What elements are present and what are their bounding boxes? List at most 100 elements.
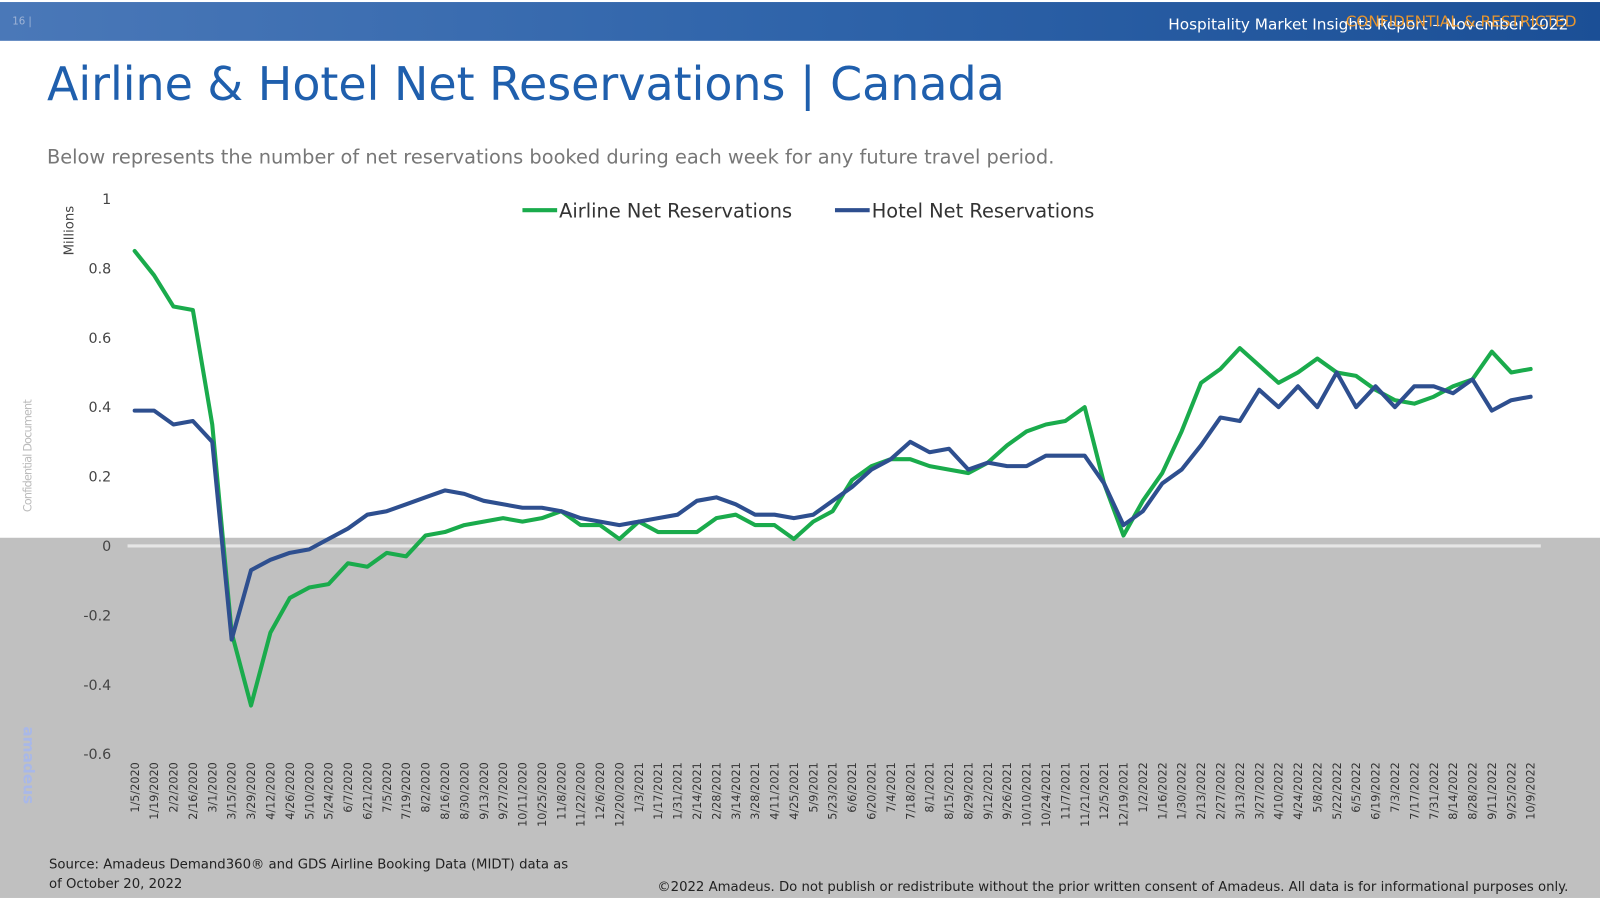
x-tick-label: 8/1/2021 <box>924 762 937 812</box>
x-tick-label: 3/14/2021 <box>730 762 743 820</box>
x-tick-label: 2/16/2020 <box>187 762 200 820</box>
x-tick-label: 4/10/2022 <box>1273 762 1286 820</box>
y-axis-label: Millions <box>62 206 77 256</box>
legend-label: Airline Net Reservations <box>559 199 792 222</box>
x-tick-label: 3/29/2020 <box>245 762 258 820</box>
x-tick-label: 1/19/2020 <box>148 762 161 820</box>
header-bar <box>0 2 1600 41</box>
x-tick-label: 4/12/2020 <box>264 762 277 820</box>
x-tick-label: 12/19/2021 <box>1118 762 1131 827</box>
x-tick-label: 7/3/2022 <box>1389 762 1402 812</box>
page-number: 16 | <box>12 16 32 27</box>
x-tick-label: 3/13/2022 <box>1234 762 1247 820</box>
x-tick-label: 5/22/2022 <box>1331 762 1344 820</box>
x-tick-label: 1/5/2020 <box>129 762 142 812</box>
y-tick-label: -0.2 <box>83 608 111 624</box>
x-tick-label: 10/24/2021 <box>1040 762 1053 827</box>
x-tick-label: 10/9/2022 <box>1525 762 1538 820</box>
x-tick-label: 11/8/2020 <box>555 762 568 820</box>
x-tick-label: 5/8/2022 <box>1311 762 1324 812</box>
x-tick-label: 9/11/2022 <box>1486 762 1499 820</box>
source-box: Source: Amadeus Demand360® and GDS Airli… <box>48 857 569 892</box>
x-tick-label: 1/30/2022 <box>1176 762 1189 820</box>
source-note: Source: Amadeus Demand360® and GDS Airli… <box>48 857 569 892</box>
y-tick-label: 0.4 <box>89 400 112 416</box>
x-tick-label: 5/10/2020 <box>303 762 316 820</box>
x-tick-label: 2/2/2020 <box>168 762 181 812</box>
x-tick-label: 1/31/2021 <box>672 762 685 820</box>
x-tick-label: 3/1/2020 <box>206 762 219 812</box>
x-tick-label: 8/29/2021 <box>962 762 975 820</box>
x-tick-label: 8/30/2020 <box>458 762 471 820</box>
chart-subtitle: Below represents the number of net reser… <box>47 145 1054 168</box>
x-tick-label: 9/12/2021 <box>982 762 995 820</box>
x-tick-label: 7/19/2020 <box>400 762 413 820</box>
x-tick-label: 5/24/2020 <box>323 762 336 820</box>
x-tick-label: 6/6/2021 <box>846 762 859 812</box>
x-tick-label: 3/28/2021 <box>749 762 762 820</box>
x-tick-label: 8/16/2020 <box>439 762 452 820</box>
x-tick-label: 7/31/2022 <box>1428 762 1441 820</box>
x-tick-label: 2/27/2022 <box>1214 762 1227 820</box>
x-tick-label: 1/16/2022 <box>1156 762 1169 820</box>
x-tick-label: 4/11/2021 <box>769 762 782 820</box>
copyright: ©2022 Amadeus. Do not publish or redistr… <box>657 880 1568 895</box>
x-tick-label: 12/5/2021 <box>1098 762 1111 820</box>
x-tick-label: 3/27/2022 <box>1253 762 1266 820</box>
x-tick-label: 12/6/2020 <box>594 762 607 820</box>
x-tick-label: 9/13/2020 <box>478 762 491 820</box>
y-tick-label: 0.2 <box>89 470 112 486</box>
x-tick-label: 1/2/2022 <box>1137 762 1150 812</box>
x-tick-label: 1/17/2021 <box>652 762 665 820</box>
x-tick-label: 11/7/2021 <box>1059 762 1072 820</box>
x-tick-label: 3/15/2020 <box>226 762 239 820</box>
y-tick-label: 0 <box>102 539 111 555</box>
x-tick-label: 8/28/2022 <box>1467 762 1480 820</box>
report-title: Hospitality Market Insights Report – Nov… <box>1168 16 1568 34</box>
x-tick-label: 11/21/2021 <box>1079 762 1092 827</box>
x-tick-label: 2/13/2022 <box>1195 762 1208 820</box>
y-tick-label: 0.6 <box>89 331 112 347</box>
x-tick-label: 7/5/2020 <box>381 762 394 812</box>
series-line <box>132 370 1533 642</box>
x-tick-label: 8/15/2021 <box>943 762 956 820</box>
series-line <box>132 248 1533 708</box>
chart-title: Airline & Hotel Net Reservations | Canad… <box>47 57 1005 112</box>
x-tick-label: 9/26/2021 <box>1001 762 1014 820</box>
x-tick-label: 9/25/2022 <box>1505 762 1518 820</box>
confidential-banner: CONFIDENTIAL & RESTRICTED <box>1346 13 1577 31</box>
logo: amadeus <box>19 726 37 804</box>
x-tick-label: 10/11/2020 <box>517 762 530 827</box>
x-tick-label: 7/4/2021 <box>885 762 898 812</box>
x-tick-label: 9/27/2020 <box>497 762 510 820</box>
y-tick-label: -0.6 <box>83 747 111 763</box>
background-band <box>0 537 1600 898</box>
x-tick-label: 6/19/2022 <box>1370 762 1383 820</box>
y-tick-label: -0.4 <box>83 678 111 694</box>
x-tick-label: 2/28/2021 <box>710 762 723 820</box>
x-tick-label: 6/21/2020 <box>361 762 374 820</box>
x-tick-label: 2/14/2021 <box>691 762 704 820</box>
x-tick-label: 1/3/2021 <box>633 762 646 812</box>
y-tick-label: 1 <box>102 192 111 208</box>
x-tick-label: 8/14/2022 <box>1447 762 1460 820</box>
x-tick-label: 11/22/2020 <box>575 762 588 827</box>
x-tick-label: 4/24/2022 <box>1292 762 1305 820</box>
x-tick-label: 4/25/2021 <box>788 762 801 820</box>
y-tick-label: 0.8 <box>89 261 112 277</box>
x-tick-label: 5/23/2021 <box>827 762 840 820</box>
x-tick-label: 10/10/2021 <box>1021 762 1034 827</box>
x-tick-label: 10/25/2020 <box>536 762 549 827</box>
x-tick-label: 7/17/2022 <box>1408 762 1421 820</box>
x-tick-label: 6/20/2021 <box>866 762 879 820</box>
plot: -0.6 -0.4 -0.2 0 0.2 0.4 0.6 0.8 1 1/5/2020 1/19/2… <box>83 192 1541 827</box>
x-tick-label: 4/26/2020 <box>284 762 297 820</box>
x-tick-label: 7/18/2021 <box>904 762 917 820</box>
x-tick-label: 6/5/2022 <box>1350 762 1363 812</box>
x-tick-label: 6/7/2020 <box>342 762 355 812</box>
x-tick-label: 8/2/2020 <box>420 762 433 812</box>
x-tick-label: 5/9/2021 <box>807 762 820 812</box>
side-label: Confidential Document <box>22 399 35 512</box>
